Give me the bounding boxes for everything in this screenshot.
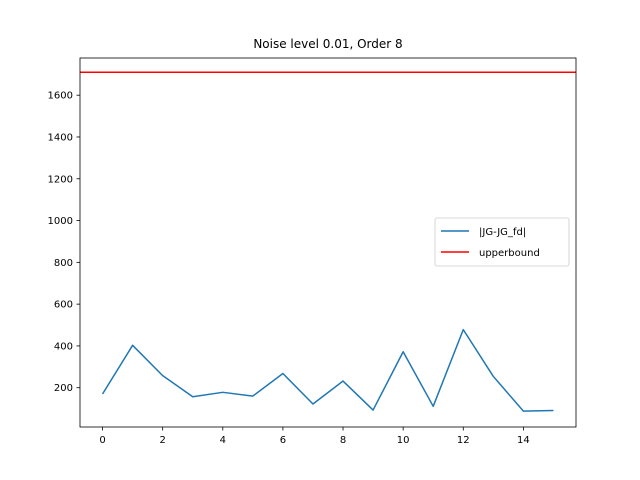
legend-label-2: upperbound [479,248,540,259]
axes-frame [79,57,577,428]
x-tick-label: 14 [517,435,530,446]
x-tick-label: 10 [397,435,410,446]
y-tick-label: 400 [54,341,73,352]
series-line-1 [101,328,554,412]
legend: |JG-JG_fd| upperbound [434,217,570,267]
y-tick-label: 1600 [48,91,73,102]
plot-area [80,71,576,412]
y-tick-label: 1200 [48,174,73,185]
x-tick-label: 2 [159,435,165,446]
x-tick-label: 4 [220,435,226,446]
y-tick-label: 1400 [48,132,73,143]
legend-label-1: |JG-JG_fd| [479,227,526,238]
legend-box [434,217,570,267]
y-tick-label: 800 [54,258,73,269]
x-tick-label: 0 [99,435,105,446]
x-tick-label: 6 [280,435,286,446]
y-tick-label: 600 [54,300,73,311]
chart-title: Noise level 0.01, Order 8 [253,37,402,51]
y-tick-label: 1000 [48,216,73,227]
y-tick-label: 200 [54,383,73,394]
x-tick-label: 8 [340,435,346,446]
x-tick-label: 12 [457,435,470,446]
axes: 0 2 4 6 8 10 12 14 200 400 600 800 1000 1200 1400 1600 [48,57,577,446]
